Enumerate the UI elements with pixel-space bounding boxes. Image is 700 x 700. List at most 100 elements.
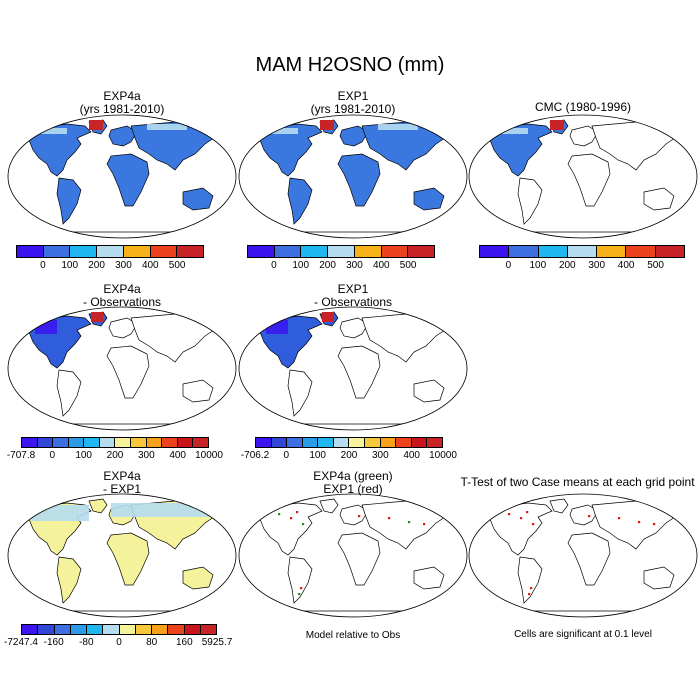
colorbar-swatch <box>380 438 397 447</box>
bias-high-greenland <box>322 312 334 322</box>
colorbar-swatch <box>248 246 275 257</box>
colorbar-exp4a-obs: -707.8 0 100 200 300 400 10000 <box>7 437 223 461</box>
land-greenland <box>88 498 108 514</box>
colorbar-label: 400 <box>169 450 186 461</box>
colorbar-swatch <box>22 438 38 447</box>
snow-high-band <box>498 128 528 134</box>
land-australia <box>643 566 675 590</box>
colorbar-label: 200 <box>88 260 105 271</box>
colorbar-swatch <box>43 246 71 257</box>
grid-dot <box>530 587 533 590</box>
colorbar-swatch <box>509 246 539 257</box>
land-southAmerica <box>517 556 543 604</box>
grid-dot <box>423 523 426 526</box>
land-northAmerica <box>28 315 92 369</box>
land-europe <box>108 125 138 147</box>
snow-peak-asia <box>432 126 438 130</box>
grid-dot <box>388 517 391 520</box>
map-border <box>238 114 468 239</box>
map-border <box>238 493 468 618</box>
colorbar-swatch <box>256 438 272 447</box>
grid-dot <box>278 513 281 516</box>
panel-title-line: (yrs 1981-2010) <box>310 102 396 116</box>
land-southAmerica <box>287 556 313 604</box>
snow-max-greenland <box>550 120 564 130</box>
colorbar-swatch <box>115 438 132 447</box>
colorbar-swatch <box>480 246 510 257</box>
colorbar-swatch <box>193 438 208 447</box>
grid-dot <box>300 587 303 590</box>
land-southAmerica <box>56 556 82 604</box>
colorbar-boxes <box>21 624 217 635</box>
grid-dot <box>408 521 411 524</box>
colorbar-label: 200 <box>558 260 576 271</box>
land-antarctica <box>276 610 430 617</box>
colorbar-label: 0 <box>283 450 290 461</box>
colorbar-swatch <box>123 246 151 257</box>
colorbar-boxes <box>16 245 204 258</box>
colorbar-swatch <box>97 246 124 257</box>
bias-high-greenland <box>91 312 103 322</box>
colorbar-exp1-obs: -706.2 0 100 200 300 400 10000 <box>241 437 457 461</box>
note-model-relative: Model relative to Obs <box>305 630 401 641</box>
snow-max-greenland <box>89 120 103 130</box>
colorbar-label: 0 <box>505 260 512 271</box>
colorbar-label: 500 <box>647 260 664 271</box>
colorbar-swatch <box>200 625 216 634</box>
colorbar-label: -160 <box>43 637 64 648</box>
colorbar-exp1: 0 100 200 300 400 500 <box>247 245 435 271</box>
colorbar-label: 300 <box>346 260 363 271</box>
land-africa <box>337 345 381 399</box>
land-africa <box>106 345 150 399</box>
colorbar-swatch <box>567 246 598 257</box>
colorbar-swatch <box>37 438 54 447</box>
snow-max-greenland <box>320 120 334 130</box>
colorbar-swatch <box>119 625 136 634</box>
land-antarctica <box>45 423 199 430</box>
colorbar-label: 200 <box>319 260 336 271</box>
colorbar-swatch <box>381 246 409 257</box>
panel-title-exp4a: EXP4a (yrs 1981-2010) <box>7 90 237 116</box>
snow-high-asia <box>147 124 187 130</box>
colorbar-label: 400 <box>617 260 635 271</box>
land-northAmerica <box>489 502 553 556</box>
colorbar-label: 300 <box>115 260 132 271</box>
colorbar-swatch <box>162 438 178 447</box>
snow-high-band <box>37 128 67 134</box>
colorbar-swatch <box>99 438 116 447</box>
map-border <box>7 493 237 618</box>
colorbar-label: 300 <box>137 450 155 461</box>
land-antarctica <box>276 423 430 430</box>
colorbar-swatch <box>365 438 381 447</box>
colorbar-swatch <box>131 438 147 447</box>
land-antarctica <box>45 231 199 238</box>
land-antarctica <box>276 231 430 238</box>
colorbar-label: 100 <box>292 260 310 271</box>
colorbar-swatch <box>54 625 71 634</box>
map-exp1-obs <box>238 306 468 431</box>
colorbar-label: 5925.7 <box>201 637 233 648</box>
figure-title: MAM H2OSNO (mm) <box>255 54 445 76</box>
colorbar-swatch <box>150 246 178 257</box>
land-australia <box>643 187 675 211</box>
map-exp1 <box>238 114 468 239</box>
colorbar-swatch <box>87 625 104 634</box>
colorbar-swatch <box>538 246 568 257</box>
colorbar-swatch <box>184 625 201 634</box>
panel-title-line: EXP4a (green) <box>313 469 393 483</box>
panel-title-line: - Observations <box>82 295 162 309</box>
colorbar-label: 400 <box>141 260 159 271</box>
land-europe <box>569 125 599 147</box>
colorbar-label: 300 <box>371 450 389 461</box>
colorbar-swatch <box>168 625 185 634</box>
grid-dot <box>302 523 305 526</box>
grid-dot <box>638 521 641 524</box>
colorbar-swatch <box>177 246 204 257</box>
land-europe <box>108 317 138 339</box>
colorbar-boxes <box>255 437 443 448</box>
colorbar-swatch <box>22 625 39 634</box>
diff-band-eurasia <box>111 503 215 517</box>
land-southAmerica <box>56 369 82 417</box>
colorbar-swatch <box>626 246 656 257</box>
snow-high-band <box>268 128 298 134</box>
